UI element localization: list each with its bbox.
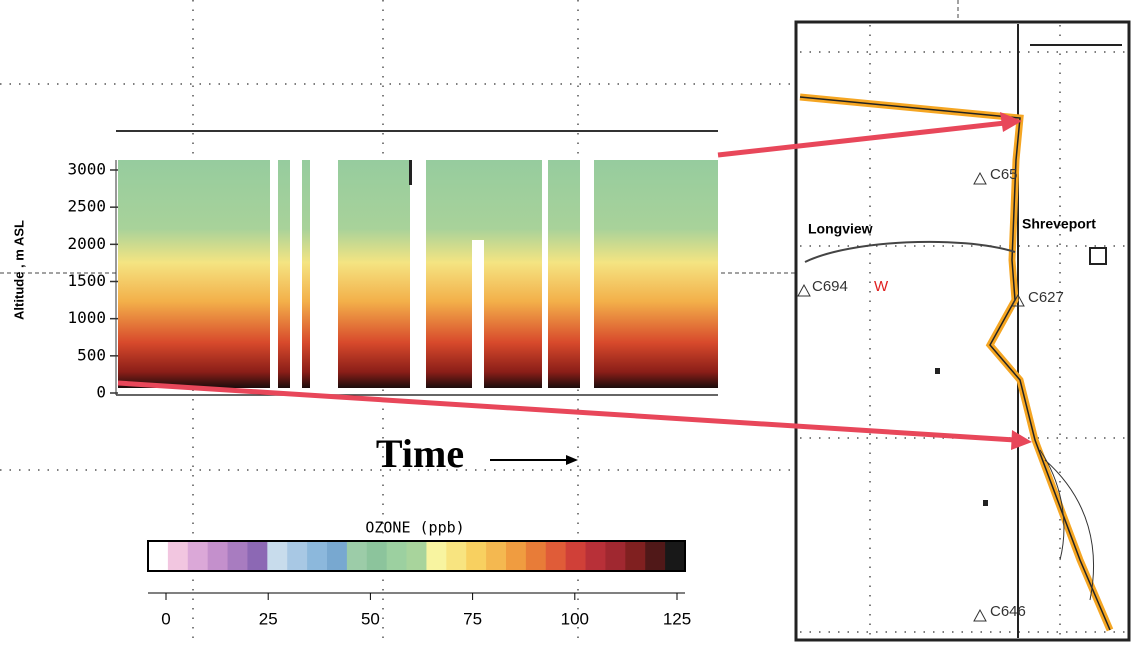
time-arrow-head [566, 455, 578, 465]
colorbar-cell [446, 541, 467, 571]
colorbar-cell [267, 541, 288, 571]
map-label: C694 [812, 278, 848, 295]
colorbar-cell [406, 541, 427, 571]
colorbar-cell [327, 541, 348, 571]
colorbar-cell [207, 541, 229, 571]
colorbar-title: OZONE (ppb) [365, 519, 464, 537]
colorbar-cell [386, 541, 408, 571]
y-tick-label: 3000 [67, 160, 106, 179]
site-marker [973, 171, 987, 185]
map-label: Longview [808, 221, 873, 237]
site-marker [797, 283, 811, 297]
colorbar-frame [147, 540, 686, 572]
y-tick-label: 2500 [67, 197, 106, 216]
colorbar-tick-label: 50 [361, 609, 380, 628]
y-tick-label: 2000 [67, 234, 106, 253]
y-tick-label: 1000 [67, 308, 106, 327]
colorbar-cell [665, 541, 686, 571]
ozone-curtain [118, 155, 718, 395]
map-label: W [874, 278, 889, 295]
y-tick-label: 1500 [67, 271, 106, 290]
colorbar-tick-label: 125 [663, 609, 691, 628]
map [794, 20, 1131, 642]
colorbar-cell [247, 541, 268, 571]
colorbar-cell [167, 541, 189, 571]
map-label: Shreveport [1022, 216, 1096, 232]
time-label: Time [376, 431, 464, 476]
colorbar-cell [645, 541, 666, 571]
colorbar-tick-label: 25 [259, 609, 278, 628]
colorbar-cell [506, 541, 527, 571]
map-label: C65 [990, 166, 1018, 183]
colorbar-cell [605, 541, 626, 571]
map-label: C627 [1028, 289, 1064, 306]
colorbar-tick-label: 75 [463, 609, 482, 628]
site-marker [1011, 293, 1025, 307]
colorbar-cell [307, 541, 328, 571]
colorbar-cell [625, 541, 646, 571]
colorbar-tick-label: 100 [561, 609, 589, 628]
y-tick-label: 500 [77, 345, 106, 364]
y-axis-label: Altitude , m ASL [11, 220, 26, 320]
colorbar-cell [466, 541, 487, 571]
colorbar-tick-label: 0 [161, 609, 170, 628]
colorbar-cell [565, 541, 587, 571]
colorbar-cell [525, 541, 547, 571]
colorbar-cell [148, 541, 169, 571]
colorbar-cell [187, 541, 209, 571]
colorbar-cell [426, 541, 447, 571]
colorbar-cell [287, 541, 308, 571]
colorbar-cell [366, 541, 388, 571]
y-tick-label: 0 [96, 383, 106, 402]
colorbar-cell [486, 541, 507, 571]
colorbar-cell [227, 541, 248, 571]
colorbar-cell [545, 541, 567, 571]
map-label: C646 [990, 603, 1026, 620]
colorbar-cell [346, 541, 368, 571]
colorbar-cell [585, 541, 606, 571]
site-marker [973, 608, 987, 622]
pointer-arrows [117, 112, 1032, 450]
